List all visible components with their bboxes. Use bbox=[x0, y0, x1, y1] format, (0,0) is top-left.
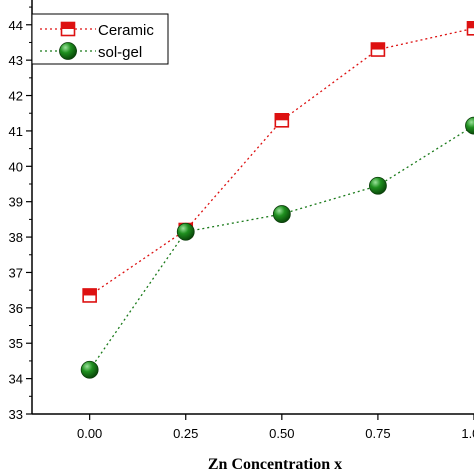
x-tick-label: 0.00 bbox=[77, 426, 102, 441]
legend-marker-ceramic bbox=[60, 21, 76, 37]
data-point-ceramic bbox=[370, 42, 386, 57]
legend: Ceramic sol-gel bbox=[31, 13, 169, 65]
y-tick-label: 38 bbox=[9, 230, 23, 245]
y-tick-label: 44 bbox=[9, 18, 23, 33]
data-point-sol-gel bbox=[465, 116, 474, 135]
x-tick-label: 0.50 bbox=[269, 426, 294, 441]
data-point-ceramic bbox=[466, 21, 474, 36]
x-tick-label: 0.75 bbox=[365, 426, 390, 441]
data-point-sol-gel bbox=[59, 42, 77, 60]
y-tick-label: 34 bbox=[9, 372, 23, 387]
legend-box bbox=[31, 13, 169, 65]
y-tick-label: 42 bbox=[9, 89, 23, 104]
y-tick-label: 33 bbox=[9, 407, 23, 422]
y-tick-label: 41 bbox=[9, 124, 23, 139]
y-tick-label: 43 bbox=[9, 53, 23, 68]
x-tick-labels: 0.00 0.25 0.50 0.75 1.00 bbox=[77, 426, 474, 441]
y-tick-label: 37 bbox=[9, 265, 23, 280]
y-tick-label: 40 bbox=[9, 159, 23, 174]
legend-label-sol-gel: sol-gel bbox=[98, 44, 142, 61]
series-line-sol-gel bbox=[89, 125, 474, 371]
data-point-sol-gel bbox=[176, 222, 195, 241]
legend-label-ceramic: Ceramic bbox=[98, 22, 154, 39]
y-tick-label: 35 bbox=[9, 336, 23, 351]
legend-marker-sol-gel bbox=[59, 42, 77, 60]
data-point-sol-gel bbox=[272, 205, 291, 223]
x-tick-label: 1.00 bbox=[461, 426, 474, 441]
data-point-sol-gel bbox=[80, 360, 99, 379]
x-axis-label: Zn Concentration x bbox=[208, 456, 342, 473]
data-point-sol-gel bbox=[369, 176, 387, 195]
series-markers-sol-gel bbox=[80, 116, 474, 379]
data-point-ceramic bbox=[274, 113, 290, 128]
y-tick-label: 36 bbox=[9, 301, 23, 316]
y-tick-labels: 33 34 35 36 37 38 39 40 41 42 43 44 bbox=[9, 18, 23, 422]
x-tick-label: 0.25 bbox=[173, 426, 198, 441]
y-tick-label: 39 bbox=[9, 195, 23, 210]
data-point-ceramic bbox=[60, 21, 76, 37]
data-point-ceramic bbox=[82, 288, 97, 303]
